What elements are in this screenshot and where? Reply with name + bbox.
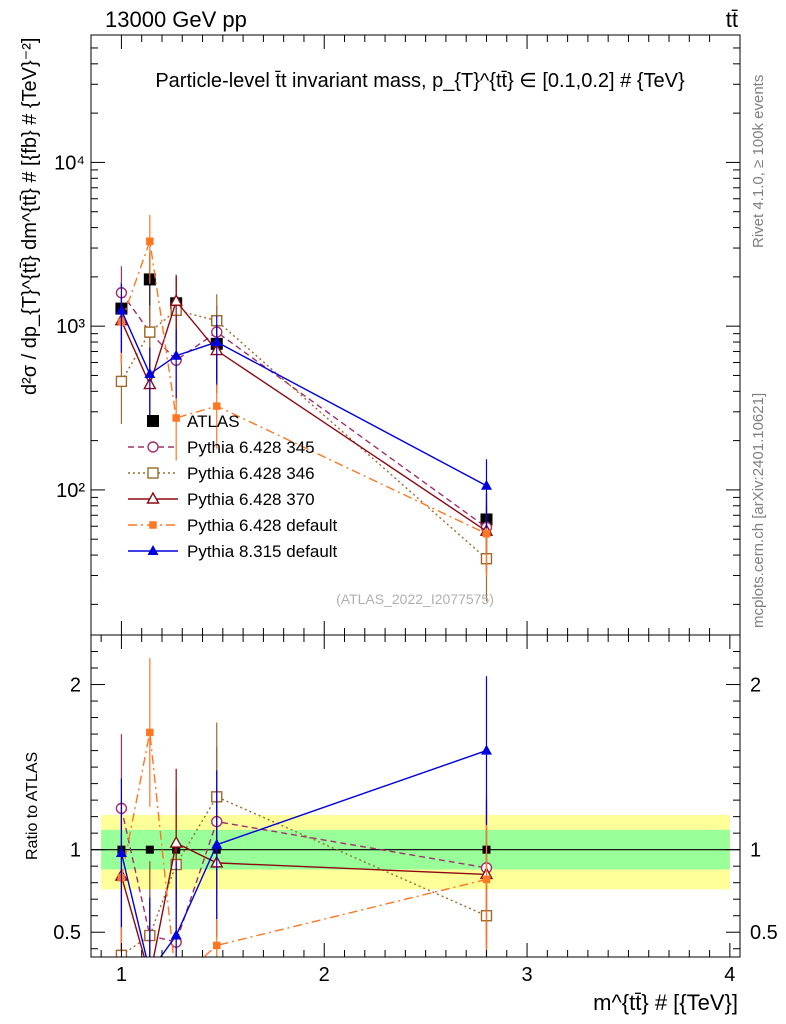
- ratio-y-tick-label: 0.5: [53, 922, 81, 944]
- x-axis-label: m^{tt̄} # [{TeV}]: [593, 990, 738, 1015]
- ratio-series-pythia8_default: [115, 676, 492, 976]
- series-line: [120, 292, 487, 529]
- ratio-panel: 0.5 0.5 1 1 2 2 1 2 3 4 Ratio to ATLAS m^{tt̄} # …: [24, 634, 778, 1015]
- x-tick-label: 1: [116, 964, 127, 986]
- ratio-y-tick-label-right: 2: [750, 675, 761, 697]
- legend-marker: [147, 441, 159, 453]
- rivet-label: Rivet 4.1.0, ≥ 100k events: [750, 75, 767, 248]
- y-tick-label: 10³: [56, 316, 85, 338]
- ratio-point: [482, 875, 491, 884]
- main-panel: 10² 10³ 10⁴ Particle-level t̄t invariant m…: [19, 34, 741, 636]
- y-tick-label: 10⁴: [54, 152, 85, 174]
- ratio-point: [144, 966, 155, 976]
- atlas-ratio-point: [145, 845, 154, 854]
- ratio-y-tick-label-right: 0.5: [750, 922, 778, 944]
- data-point: [482, 529, 491, 538]
- ratio-point: [211, 838, 223, 849]
- legend-label: Pythia 6.428 370: [187, 490, 315, 509]
- ratio-y-tick-label: 1: [70, 840, 81, 862]
- analysis-tag: (ATLAS_2022_I2077575): [336, 591, 494, 607]
- y-tick-label: 10²: [56, 480, 85, 502]
- ratio-point: [146, 728, 154, 737]
- data-point: [480, 479, 492, 490]
- ratio-point: [480, 744, 492, 755]
- energy-label: 13000 GeV pp: [105, 7, 247, 32]
- series-line: [120, 241, 487, 535]
- data-point: [146, 237, 154, 246]
- ratio-y-axis-label: Ratio to ATLAS: [24, 752, 41, 860]
- ratio-frame: [90, 634, 741, 958]
- legend: ATLAS Pythia 6.428 345 Pythia 6.428 346 Pyt…: [128, 412, 338, 561]
- legend-item: Pythia 6.428 345: [128, 438, 315, 457]
- legend-item: Pythia 6.428 346: [128, 464, 315, 483]
- data-point: [115, 375, 128, 388]
- ratio-series-pythia6_370: [114, 768, 494, 981]
- main-title: Particle-level t̄t invariant mass, p_{T}…: [155, 70, 685, 92]
- series-pythia8_default: [115, 283, 492, 529]
- data-point: [212, 402, 221, 410]
- ratio-line: [120, 732, 487, 957]
- legend-marker: [146, 491, 160, 504]
- process-label: tt̄: [726, 7, 738, 32]
- ratio-point: [212, 941, 221, 950]
- mcplots-label: mcplots.cern.ch [arXiv:2401.10621]: [750, 393, 767, 628]
- ratio-line: [120, 808, 487, 943]
- x-tick-label: 4: [724, 964, 735, 986]
- ratio-point: [170, 929, 182, 940]
- x-tick-label: 3: [521, 964, 532, 986]
- legend-label: ATLAS: [187, 412, 240, 431]
- legend-marker: [147, 467, 159, 479]
- legend-marker: [149, 521, 157, 529]
- data-point: [115, 304, 127, 315]
- ratio-point: [169, 835, 183, 848]
- legend-item: Pythia 6.428 370: [128, 490, 315, 509]
- main-y-axis-label: d²σ / dp_{T}^{tt̄} dm^{tt̄} # [{fb} # {T…: [19, 38, 41, 395]
- data-point: [211, 336, 223, 347]
- ratio-y-tick-label-right: 1: [750, 840, 761, 862]
- ratio-point: [144, 971, 155, 981]
- legend-item: Pythia 8.315 default: [128, 542, 338, 561]
- legend-label: Pythia 6.428 default: [187, 516, 338, 535]
- data-point: [144, 368, 156, 379]
- data-point: [144, 326, 156, 338]
- ratio-point: [115, 846, 127, 857]
- ratio-point: [172, 978, 180, 986]
- legend-marker: [147, 415, 159, 427]
- legend-item: ATLAS: [147, 412, 240, 431]
- legend-label: Pythia 6.428 346: [187, 464, 315, 483]
- ratio-y-tick-label: 2: [70, 675, 81, 697]
- data-point: [169, 293, 183, 306]
- legend-label: Pythia 8.315 default: [187, 542, 338, 561]
- data-point: [170, 349, 182, 360]
- data-point: [172, 414, 180, 422]
- legend-item: Pythia 6.428 default: [128, 516, 338, 535]
- legend-marker: [147, 545, 159, 555]
- x-tick-label: 2: [319, 964, 330, 986]
- legend-label: Pythia 6.428 345: [187, 438, 315, 457]
